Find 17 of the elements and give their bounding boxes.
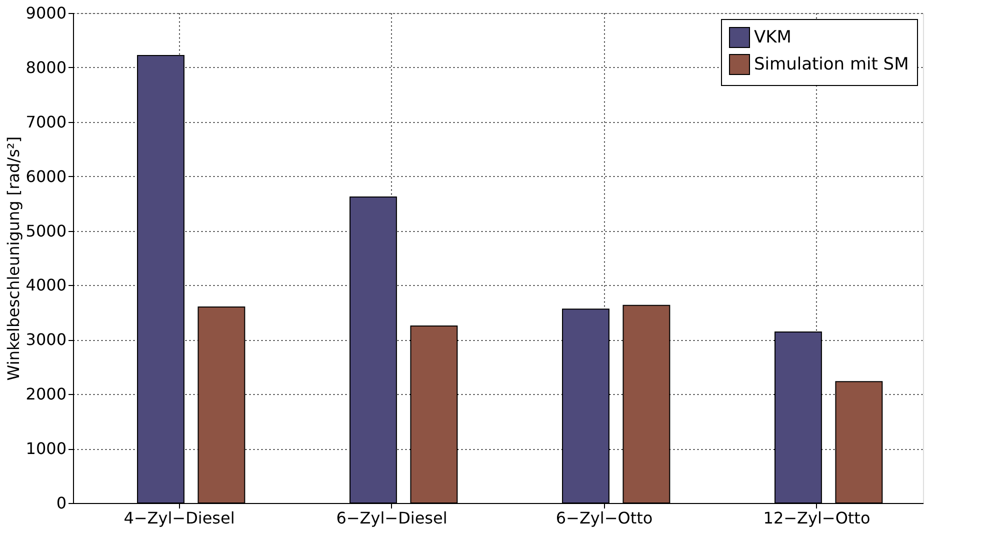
y-tick-label: 5000 bbox=[26, 221, 66, 240]
y-tick-label: 7000 bbox=[26, 112, 66, 132]
y-tick-label: 6000 bbox=[26, 166, 66, 186]
legend-label: VKM bbox=[754, 28, 792, 48]
x-tick-label: 6−Zyl−Diesel bbox=[336, 508, 448, 528]
y-tick-label: 2000 bbox=[26, 384, 66, 404]
y-tick-label: 8000 bbox=[26, 58, 66, 77]
legend-label: Simulation mit SM bbox=[754, 54, 909, 74]
y-tick-label: 0 bbox=[56, 494, 66, 512]
y-tick-label: 9000 bbox=[26, 4, 66, 22]
y-tick-label: 3000 bbox=[26, 330, 66, 350]
x-tick-label: 12−Zyl−Otto bbox=[763, 508, 870, 528]
y-tick-label: 1000 bbox=[26, 439, 66, 458]
y-axis-title: Winkelbeschleunigung [rad/s²] bbox=[4, 136, 23, 381]
y-tick-label: 4000 bbox=[26, 276, 66, 295]
x-tick-label: 6−Zyl−Otto bbox=[556, 508, 653, 528]
x-tick-label: 4−Zyl−Diesel bbox=[124, 508, 235, 528]
